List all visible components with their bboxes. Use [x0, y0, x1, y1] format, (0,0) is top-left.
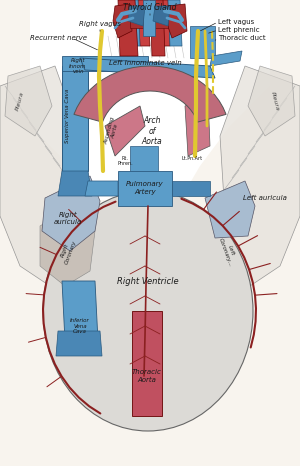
Polygon shape [30, 0, 270, 200]
Polygon shape [132, 311, 162, 416]
Polygon shape [113, 4, 132, 38]
Polygon shape [166, 4, 187, 38]
Polygon shape [205, 181, 255, 238]
Text: Left phrenic: Left phrenic [218, 27, 260, 33]
Text: Left vagus: Left vagus [218, 19, 254, 25]
Polygon shape [138, 0, 150, 46]
Polygon shape [125, 0, 140, 46]
Polygon shape [74, 66, 226, 122]
Polygon shape [168, 0, 182, 46]
Text: Ascending
Aorta: Ascending Aorta [103, 116, 121, 146]
Polygon shape [150, 0, 165, 56]
Text: Right
Innom
vein: Right Innom vein [69, 58, 87, 74]
Text: Recurrent nerve: Recurrent nerve [30, 35, 87, 41]
Text: Inferior
Vena
Cava: Inferior Vena Cava [70, 318, 90, 334]
Polygon shape [130, 146, 158, 171]
Text: Right vagus: Right vagus [79, 21, 121, 27]
Text: Left
Coronary...: Left Coronary... [218, 235, 238, 267]
Text: Thoracic
Aorta: Thoracic Aorta [132, 370, 162, 383]
Text: Right
Coronary: Right Coronary [58, 237, 77, 265]
Polygon shape [172, 181, 210, 196]
Text: Left auricula: Left auricula [243, 195, 287, 201]
Polygon shape [56, 331, 102, 356]
Text: Lt.Pn.Art: Lt.Pn.Art [182, 156, 203, 160]
Text: Thoracic duct: Thoracic duct [218, 35, 266, 41]
Polygon shape [210, 51, 242, 66]
Polygon shape [58, 171, 92, 196]
Text: Right Ventricle: Right Ventricle [117, 276, 179, 286]
Polygon shape [185, 96, 210, 156]
Polygon shape [62, 56, 148, 71]
Text: Thyroid Gland: Thyroid Gland [123, 4, 177, 13]
Polygon shape [42, 176, 100, 251]
Text: Rt.
Phren.: Rt. Phren. [117, 156, 133, 166]
Polygon shape [190, 26, 215, 58]
Text: Right
auricula: Right auricula [54, 212, 82, 225]
Polygon shape [40, 201, 95, 286]
Polygon shape [143, 0, 155, 36]
Text: Arch
of
Aorta: Arch of Aorta [142, 116, 162, 146]
Polygon shape [105, 106, 145, 156]
Polygon shape [118, 171, 172, 206]
Polygon shape [0, 66, 80, 286]
Text: Pleura: Pleura [15, 91, 25, 111]
Text: Pleura: Pleura [270, 91, 280, 111]
Polygon shape [62, 281, 98, 341]
Polygon shape [248, 66, 295, 136]
Ellipse shape [43, 191, 253, 431]
Polygon shape [158, 0, 170, 46]
Polygon shape [118, 0, 138, 56]
Polygon shape [80, 58, 215, 78]
Polygon shape [130, 18, 168, 28]
Text: Superior Vena Cava: Superior Vena Cava [65, 89, 70, 143]
Polygon shape [85, 181, 118, 196]
Text: Left Innominate vein: Left Innominate vein [109, 60, 182, 66]
Polygon shape [5, 66, 52, 136]
Polygon shape [220, 66, 300, 286]
Polygon shape [128, 6, 145, 26]
Text: Pulmonary
Artery: Pulmonary Artery [126, 181, 164, 195]
Polygon shape [62, 66, 88, 171]
Polygon shape [153, 6, 170, 26]
